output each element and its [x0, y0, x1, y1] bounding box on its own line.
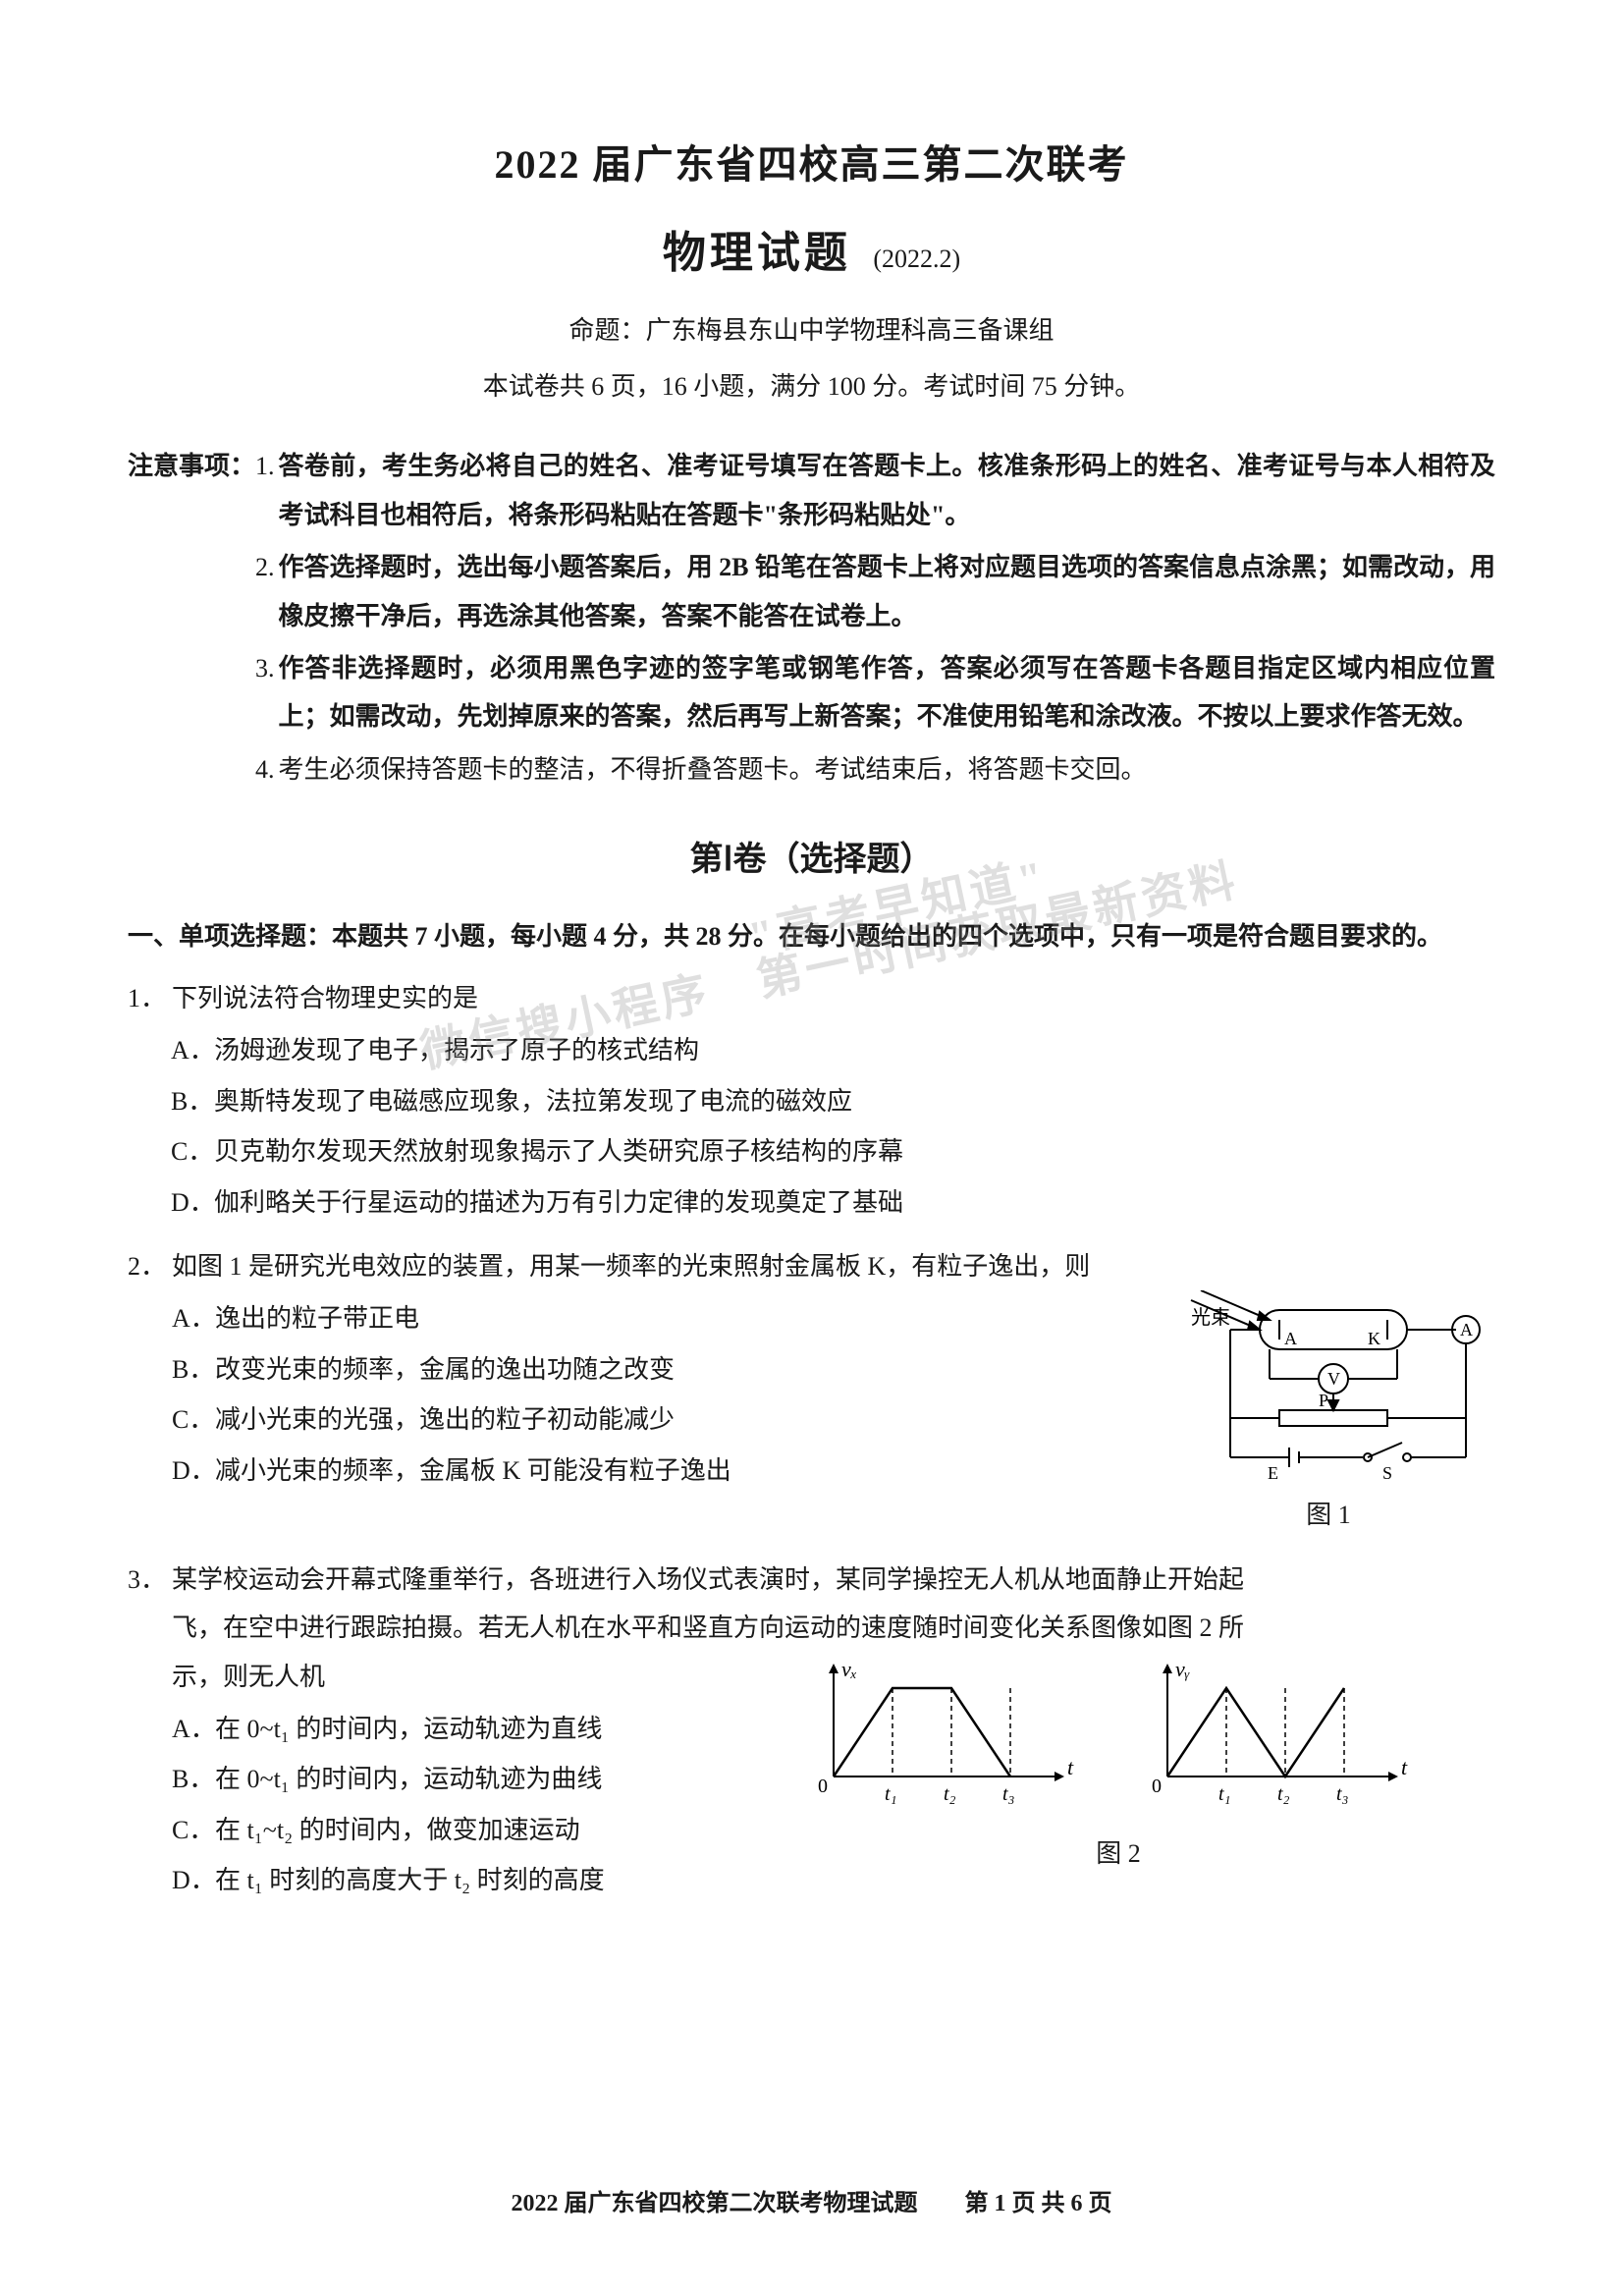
- q2-option-c: C．减小光束的光强，逸出的粒子初动能减少: [172, 1395, 1138, 1444]
- q1-option-c: C．贝克勒尔发现天然放射现象揭示了人类研究原子核结构的序幕: [171, 1127, 1495, 1175]
- notice-label: 注意事项：: [128, 442, 255, 490]
- opt-text: 奥斯特发现了电磁感应现象，法拉第发现了电流的磁效应: [214, 1077, 1495, 1125]
- opt-label: C．: [172, 1806, 215, 1854]
- opt-label: A．: [172, 1294, 215, 1342]
- figure-1-circuit: 光束 A K A: [1171, 1290, 1486, 1487]
- q3-number: 3．: [128, 1556, 166, 1907]
- q3-option-c: C．在 t₁~t₂ 的时间内，做变加速运动: [172, 1806, 722, 1854]
- opt-text: 在 t₁ 时刻的高度大于 t₂ 时刻的高度: [215, 1856, 722, 1904]
- plate-k-label: K: [1368, 1329, 1380, 1348]
- svg-text:t₃: t₃: [1336, 1783, 1349, 1805]
- figure-1-label: 图 1: [1306, 1491, 1351, 1539]
- notice-item: 4. 考生必须保持答题卡的整洁，不得折叠答题卡。考试结束后，将答题卡交回。: [255, 745, 1495, 793]
- q1-number: 1．: [128, 974, 166, 1022]
- exam-title-line1: 2022 届广东省四校高三第二次联考: [128, 128, 1495, 202]
- svg-text:vᵧ: vᵧ: [1175, 1659, 1190, 1681]
- q3-option-a: A．在 0~t₁ 的时间内，运动轨迹为直线: [172, 1705, 722, 1753]
- opt-text: 汤姆逊发现了电子，揭示了原子的核式结构: [214, 1026, 1495, 1074]
- exam-date: (2022.2): [873, 245, 960, 273]
- part1-header: 第Ⅰ卷（选择题）: [128, 829, 1495, 893]
- light-label: 光束: [1191, 1306, 1230, 1329]
- q3-stem-line1: 某学校运动会开幕式隆重举行，各班进行入场仪式表演时，某同学操控无人机从地面静止开…: [172, 1556, 1495, 1604]
- notice-text: 作答选择题时，选出每小题答案后，用 2B 铅笔在答题卡上将对应题目选项的答案信息…: [279, 543, 1495, 640]
- opt-label: C．: [172, 1395, 215, 1444]
- notice-item: 3. 作答非选择题时，必须用黑色字迹的签字笔或钢笔作答，答案必须写在答题卡各题目…: [255, 644, 1495, 741]
- q3-option-b: B．在 0~t₁ 的时间内，运动轨迹为曲线: [172, 1755, 722, 1803]
- notice-text: 答卷前，考生务必将自己的姓名、准考证号填写在答题卡上。核准条形码上的姓名、准考证…: [279, 442, 1495, 539]
- figure-2-label: 图 2: [1096, 1830, 1141, 1878]
- q1-option-a: A．汤姆逊发现了电子，揭示了原子的核式结构: [171, 1026, 1495, 1074]
- notice-item: 2. 作答选择题时，选出每小题答案后，用 2B 铅笔在答题卡上将对应题目选项的答…: [255, 543, 1495, 640]
- svg-text:t₁: t₁: [885, 1783, 897, 1805]
- plate-a-label: A: [1284, 1329, 1297, 1348]
- battery-label: E: [1268, 1463, 1278, 1483]
- q2-option-a: A．逸出的粒子带正电: [172, 1294, 1138, 1342]
- svg-text:t: t: [1067, 1755, 1074, 1779]
- opt-text: 在 0~t₁ 的时间内，运动轨迹为曲线: [215, 1755, 722, 1803]
- exam-meta: 本试卷共 6 页，16 小题，满分 100 分。考试时间 75 分钟。: [128, 362, 1495, 410]
- figure-2-vy-chart: vᵧ t 0 t₁ t₂ t₃: [1148, 1659, 1423, 1826]
- q2-stem: 如图 1 是研究光电效应的装置，用某一频率的光束照射金属板 K，有粒子逸出，则: [172, 1242, 1495, 1290]
- question-3: 3． 某学校运动会开幕式隆重举行，各班进行入场仪式表演时，某同学操控无人机从地面…: [128, 1556, 1495, 1907]
- opt-label: A．: [171, 1026, 214, 1074]
- notice-idx: 4.: [255, 745, 275, 793]
- svg-text:t₃: t₃: [1002, 1783, 1015, 1805]
- figure-2-vx-chart: vₓ t 0 t₁ t₂ t₃: [814, 1659, 1089, 1826]
- opt-label: A．: [172, 1705, 215, 1753]
- opt-text: 在 t₁~t₂ 的时间内，做变加速运动: [215, 1806, 722, 1854]
- page-footer: 2022 届广东省四校第二次联考物理试题 第 1 页 共 6 页: [0, 2182, 1623, 2227]
- q3-option-d: D．在 t₁ 时刻的高度大于 t₂ 时刻的高度: [172, 1856, 722, 1904]
- opt-text: 减小光束的光强，逸出的粒子初动能减少: [215, 1395, 1138, 1444]
- q2-number: 2．: [128, 1242, 166, 1540]
- notice-item: 1. 答卷前，考生务必将自己的姓名、准考证号填写在答题卡上。核准条形码上的姓名、…: [255, 442, 1495, 539]
- opt-label: B．: [172, 1345, 215, 1394]
- exam-title-line2-row: 物理试题 (2022.2): [128, 212, 1495, 295]
- opt-text: 减小光束的频率，金属板 K 可能没有粒子逸出: [215, 1447, 1138, 1495]
- question-1: 1． 下列说法符合物理史实的是 A．汤姆逊发现了电子，揭示了原子的核式结构 B．…: [128, 974, 1495, 1227]
- opt-text: 伽利略关于行星运动的描述为万有引力定律的发现奠定了基础: [214, 1178, 1495, 1227]
- ammeter-label: A: [1460, 1320, 1473, 1339]
- opt-label: C．: [171, 1127, 214, 1175]
- voltmeter-label: V: [1327, 1369, 1340, 1389]
- opt-text: 改变光束的频率，金属的逸出功随之改变: [215, 1345, 1138, 1394]
- q1-option-b: B．奥斯特发现了电磁感应现象，法拉第发现了电流的磁效应: [171, 1077, 1495, 1125]
- notice-text: 考生必须保持答题卡的整洁，不得折叠答题卡。考试结束后，将答题卡交回。: [279, 745, 1495, 793]
- q3-stem-line2: 飞，在空中进行跟踪拍摄。若无人机在水平和竖直方向运动的速度随时间变化关系图像如图…: [172, 1604, 1495, 1652]
- exam-author: 命题：广东梅县东山中学物理科高三备课组: [128, 306, 1495, 355]
- section1-instructions: 一、单项选择题：本题共 7 小题，每小题 4 分，共 28 分。在每小题给出的四…: [128, 912, 1495, 960]
- svg-text:vₓ: vₓ: [841, 1659, 857, 1681]
- svg-text:0: 0: [818, 1776, 828, 1797]
- opt-label: D．: [172, 1856, 215, 1904]
- exam-subject-title: 物理试题: [663, 229, 851, 277]
- opt-label: D．: [171, 1178, 214, 1227]
- q1-stem: 下列说法符合物理史实的是: [172, 974, 1495, 1022]
- svg-text:t₂: t₂: [944, 1783, 956, 1805]
- switch-label: S: [1382, 1463, 1392, 1483]
- svg-text:t₁: t₁: [1218, 1783, 1231, 1805]
- opt-text: 贝克勒尔发现天然放射现象揭示了人类研究原子核结构的序幕: [214, 1127, 1495, 1175]
- notice-idx: 1.: [255, 442, 275, 539]
- notice-idx: 2.: [255, 543, 275, 640]
- opt-text: 在 0~t₁ 的时间内，运动轨迹为直线: [215, 1705, 722, 1753]
- opt-label: D．: [172, 1447, 215, 1495]
- svg-text:t₂: t₂: [1277, 1783, 1290, 1805]
- opt-label: B．: [172, 1755, 215, 1803]
- svg-text:0: 0: [1152, 1776, 1162, 1797]
- svg-text:t: t: [1401, 1755, 1408, 1779]
- notice-text: 作答非选择题时，必须用黑色字迹的签字笔或钢笔作答，答案必须写在答题卡各题目指定区…: [279, 644, 1495, 741]
- q2-option-b: B．改变光束的频率，金属的逸出功随之改变: [172, 1345, 1138, 1394]
- q3-stem-line3: 示，则无人机: [172, 1653, 722, 1701]
- q1-option-d: D．伽利略关于行星运动的描述为万有引力定律的发现奠定了基础: [171, 1178, 1495, 1227]
- opt-text: 逸出的粒子带正电: [215, 1294, 1138, 1342]
- q2-option-d: D．减小光束的频率，金属板 K 可能没有粒子逸出: [172, 1447, 1138, 1495]
- slider-label: P: [1319, 1391, 1328, 1410]
- question-2: 2． 如图 1 是研究光电效应的装置，用某一频率的光束照射金属板 K，有粒子逸出…: [128, 1242, 1495, 1540]
- notice-block: 注意事项： 1. 答卷前，考生务必将自己的姓名、准考证号填写在答题卡上。核准条形…: [128, 442, 1495, 797]
- notice-idx: 3.: [255, 644, 275, 741]
- opt-label: B．: [171, 1077, 214, 1125]
